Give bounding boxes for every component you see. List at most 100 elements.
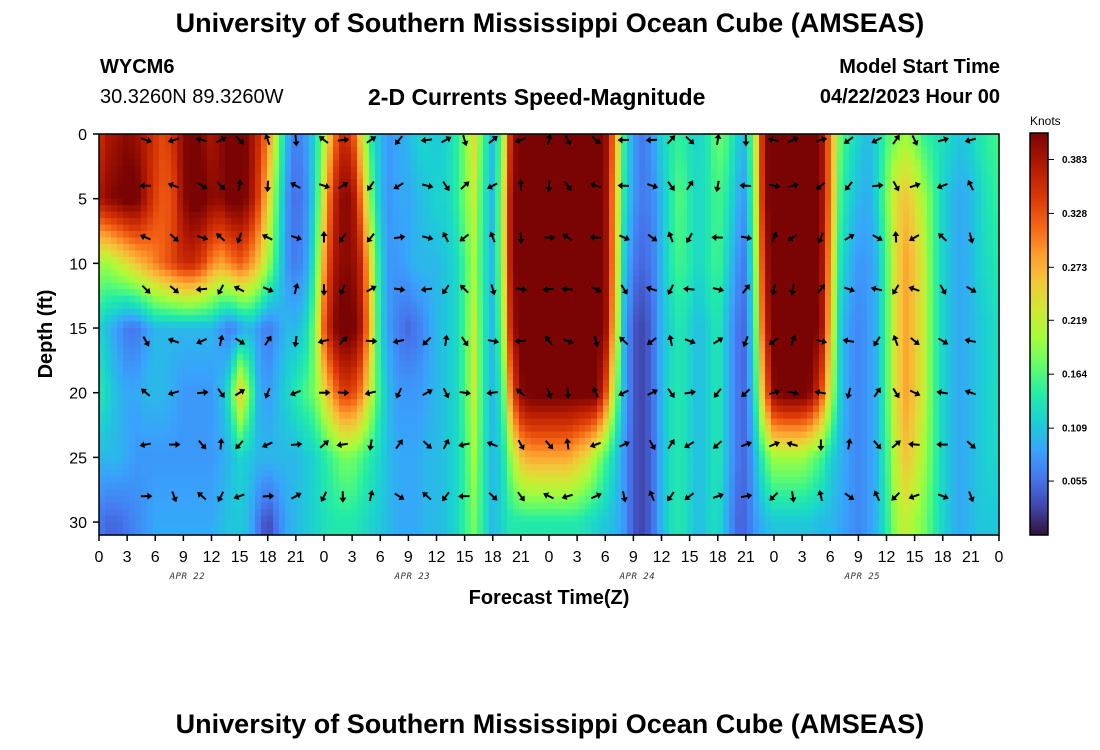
heat-cell <box>657 295 664 303</box>
heat-cell <box>843 328 850 336</box>
heat-cell <box>597 250 604 258</box>
heat-cell <box>945 263 952 271</box>
heat-cell <box>201 334 208 342</box>
heat-cell <box>951 328 958 336</box>
heat-cell <box>585 159 592 167</box>
heat-cell <box>123 185 130 193</box>
heat-cell <box>195 185 202 193</box>
heat-cell <box>801 179 808 187</box>
heat-cell <box>741 256 748 264</box>
heat-cell <box>315 192 322 200</box>
heat-cell <box>441 224 448 232</box>
heat-cell <box>387 243 394 252</box>
heat-cell <box>777 166 784 174</box>
heat-cell <box>855 328 862 336</box>
heat-cell <box>519 282 526 290</box>
heat-cell <box>549 218 556 226</box>
heat-cell <box>189 328 196 336</box>
heat-cell <box>831 140 838 148</box>
heat-cell <box>501 256 508 264</box>
heat-cell <box>963 276 970 284</box>
heat-cell <box>897 211 904 219</box>
heat-cell <box>903 146 910 155</box>
heat-cell <box>441 263 448 271</box>
heat-cell <box>333 295 340 303</box>
heat-cell <box>183 134 190 142</box>
heat-cell <box>471 140 478 148</box>
heat-cell <box>717 205 724 213</box>
heat-cell <box>273 276 280 284</box>
heat-cell <box>351 192 358 200</box>
heat-cell <box>339 250 346 258</box>
heat-cell <box>441 140 448 148</box>
heat-cell <box>831 146 838 155</box>
heat-cell <box>195 340 202 349</box>
heat-cell <box>585 179 592 187</box>
heat-cell <box>699 334 706 342</box>
heat-cell <box>867 185 874 193</box>
heat-cell <box>639 250 646 258</box>
heat-cell <box>543 224 550 232</box>
heat-cell <box>255 185 262 193</box>
heat-cell <box>741 328 748 336</box>
heat-cell <box>615 140 622 148</box>
heat-cell <box>465 153 472 161</box>
heat-cell <box>237 172 244 180</box>
heat-cell <box>855 179 862 187</box>
heat-cell <box>627 315 634 323</box>
heat-cell <box>585 166 592 174</box>
heat-cell <box>309 146 316 155</box>
heat-cell <box>171 205 178 213</box>
heat-cell <box>363 269 370 277</box>
footer-title: University of Southern Mississippi Ocean… <box>175 709 925 739</box>
heat-cell <box>279 334 286 342</box>
heat-cell <box>753 179 760 187</box>
heat-cell <box>729 185 736 193</box>
heat-cell <box>711 302 718 310</box>
heat-cell <box>303 340 310 349</box>
heat-cell <box>711 134 718 142</box>
heat-cell <box>531 243 538 252</box>
heat-cell <box>417 302 424 310</box>
heat-cell <box>825 134 832 142</box>
heat-cell <box>195 243 202 252</box>
heat-cell <box>231 308 238 316</box>
heat-cell <box>873 282 880 290</box>
heat-cell <box>807 192 814 200</box>
heat-cell <box>201 211 208 219</box>
heat-cell <box>615 282 622 290</box>
heat-cell <box>867 134 874 142</box>
heat-cell <box>375 321 382 329</box>
heat-cell <box>963 185 970 193</box>
heat-cell <box>639 340 646 349</box>
heat-cell <box>207 282 214 290</box>
heat-cell <box>393 218 400 226</box>
heat-cell <box>471 263 478 271</box>
heat-cell <box>339 256 346 264</box>
heat-cell <box>369 218 376 226</box>
heat-cell <box>825 256 832 264</box>
heat-cell <box>987 179 994 187</box>
heat-cell <box>543 172 550 180</box>
heat-cell <box>747 340 754 349</box>
heat-cell <box>303 224 310 232</box>
heat-cell <box>297 153 304 161</box>
heat-cell <box>123 237 130 245</box>
heat-cell <box>885 302 892 310</box>
heat-cell <box>663 315 670 323</box>
heat-cell <box>285 347 292 355</box>
heat-cell <box>135 269 142 277</box>
heat-cell <box>693 321 700 329</box>
heat-cell <box>621 134 628 142</box>
heat-cell <box>801 289 808 297</box>
heat-cell <box>477 192 484 200</box>
heat-cell <box>309 218 316 226</box>
heat-cell <box>231 243 238 252</box>
heat-cell <box>501 205 508 213</box>
heat-cell <box>171 321 178 329</box>
heat-cell <box>633 224 640 232</box>
heat-cell <box>879 256 886 264</box>
heat-cell <box>477 289 484 297</box>
heat-cell <box>867 315 874 323</box>
heat-cell <box>561 140 568 148</box>
